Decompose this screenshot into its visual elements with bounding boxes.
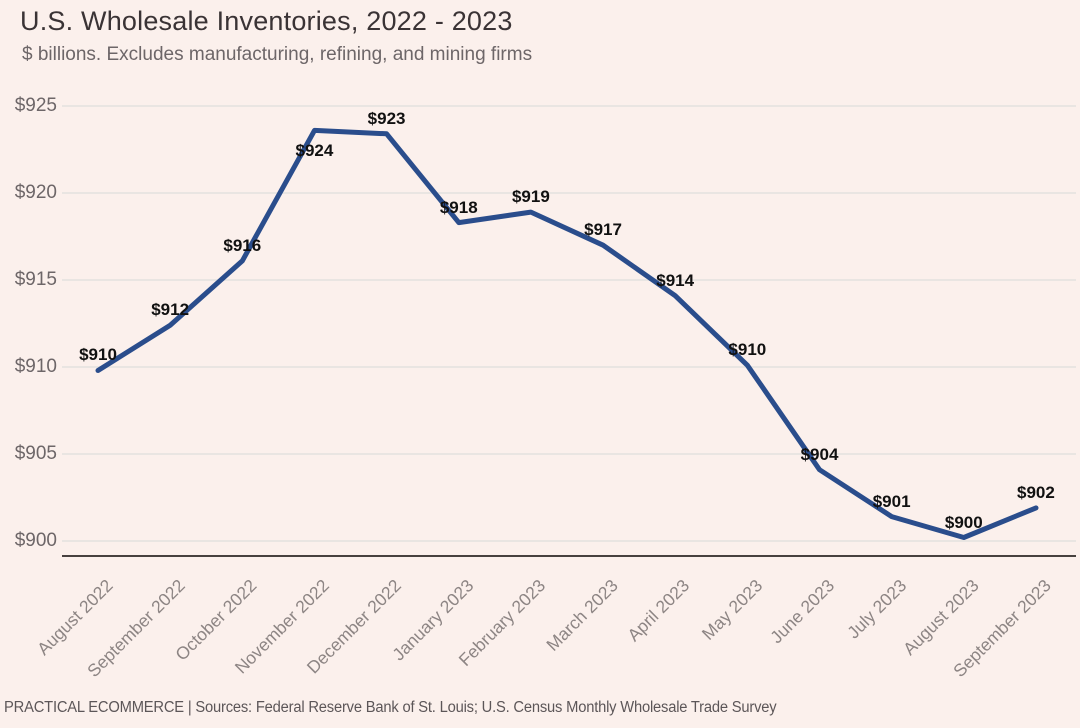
- data-label: $904: [800, 444, 839, 464]
- data-label: $919: [511, 187, 550, 207]
- y-axis-label: $905: [14, 443, 57, 464]
- x-axis-line: [62, 555, 1076, 557]
- y-axis-label: $925: [14, 95, 57, 116]
- gridline-920: [62, 192, 1076, 194]
- y-axis-label: $915: [14, 269, 57, 290]
- data-label: $916: [223, 235, 262, 255]
- footer-attribution: PRACTICAL ECOMMERCE | Sources: Federal R…: [4, 699, 777, 716]
- y-axis-label: $920: [14, 182, 57, 203]
- gridline-925: [62, 105, 1076, 107]
- data-label: $917: [584, 220, 622, 240]
- data-label: $923: [367, 108, 406, 128]
- y-axis-label: $900: [14, 530, 57, 551]
- gridline-915: [62, 279, 1076, 281]
- gridline-910: [62, 366, 1076, 368]
- data-label: $901: [872, 491, 911, 511]
- chart-title: U.S. Wholesale Inventories, 2022 - 2023: [20, 6, 513, 36]
- series-line: [95, 127, 1039, 540]
- data-label: $902: [1017, 482, 1055, 502]
- data-label: $918: [439, 197, 478, 217]
- y-axis-label: $910: [14, 356, 57, 377]
- chart-subtitle: $ billions. Excludes manufacturing, refi…: [22, 44, 533, 65]
- data-label: $910: [728, 340, 767, 360]
- data-label: $924: [295, 141, 334, 161]
- data-label: $900: [944, 512, 983, 532]
- data-label: $910: [79, 345, 117, 365]
- gridline-905: [62, 453, 1076, 455]
- gridline-900: [62, 540, 1076, 542]
- data-label: $912: [151, 300, 190, 320]
- data-label: $914: [656, 270, 695, 290]
